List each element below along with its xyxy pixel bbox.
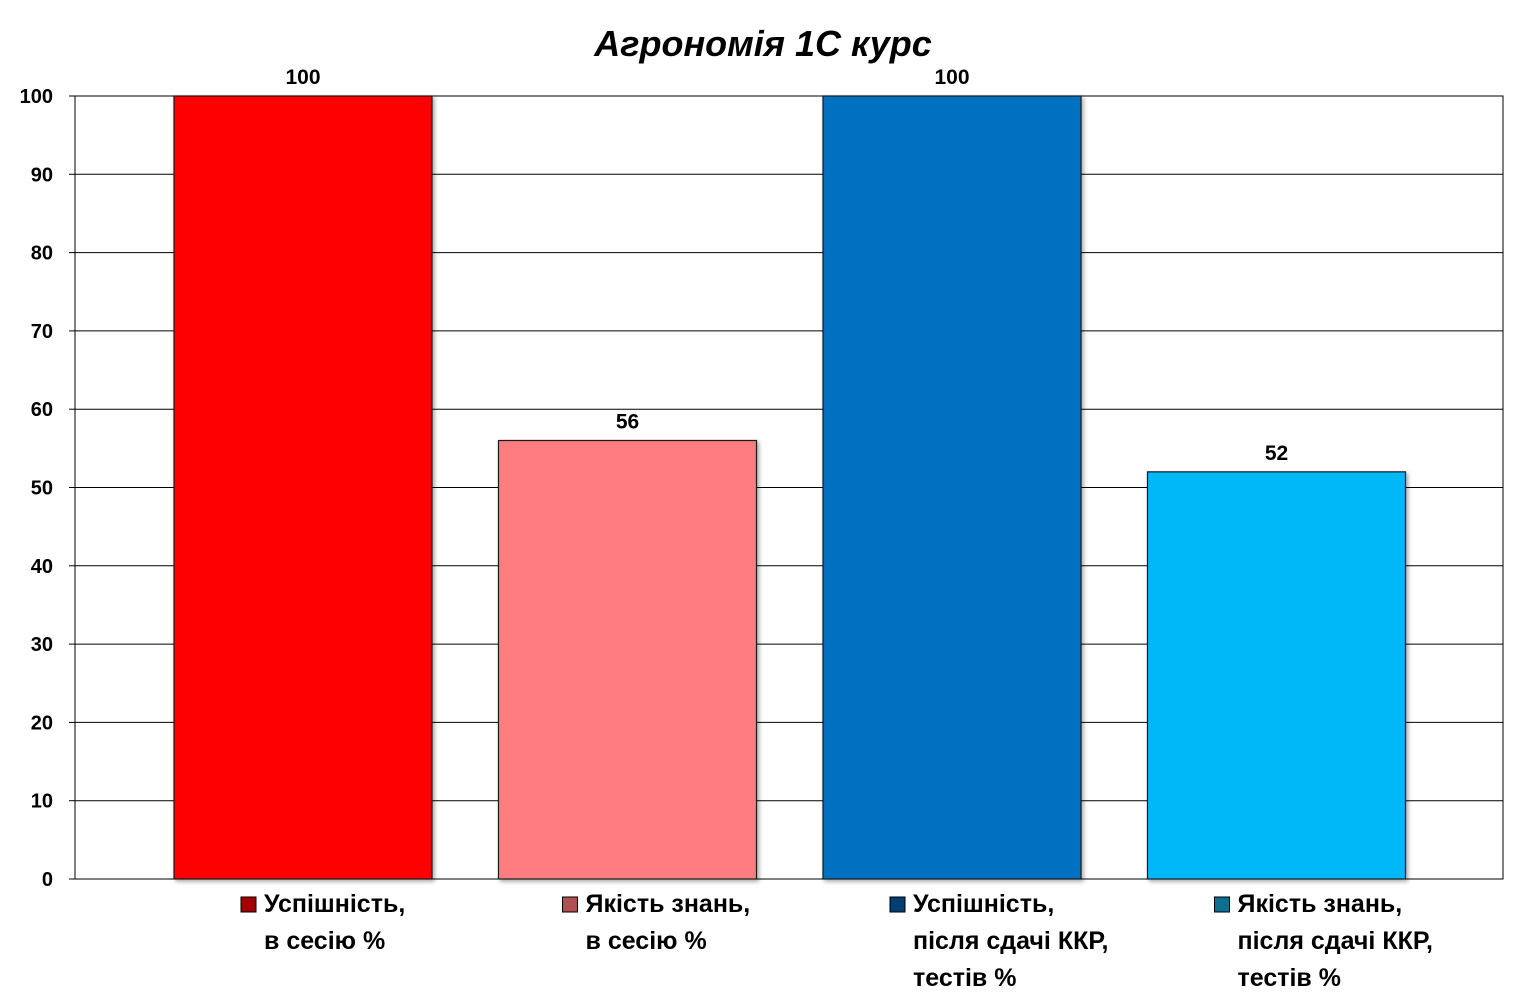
bar xyxy=(822,95,1082,880)
data-label: 100 xyxy=(285,66,320,89)
y-tick-label: 40 xyxy=(31,556,53,578)
bars xyxy=(173,95,1407,880)
legend-label: після сдачі ККР, xyxy=(1238,927,1434,955)
y-tick-label: 10 xyxy=(31,791,53,813)
legend-label: Якість знань, xyxy=(1238,890,1403,918)
legend-label: тестів % xyxy=(1238,964,1341,992)
data-labels: 100 56 100 52 xyxy=(285,66,1288,465)
legend-label: тестів % xyxy=(913,964,1016,992)
y-tick-label: 90 xyxy=(31,164,53,186)
legend-swatch xyxy=(1214,896,1230,913)
bar xyxy=(497,439,758,880)
y-tick-label: 80 xyxy=(31,243,53,265)
legend-label: в сесію % xyxy=(264,927,385,955)
data-label: 56 xyxy=(616,411,639,434)
y-tick-label: 50 xyxy=(31,478,53,500)
legend-label: Успішність, xyxy=(264,890,405,918)
y-tick-label: 0 xyxy=(42,869,53,891)
y-tick-label: 20 xyxy=(31,712,53,734)
legend-swatch xyxy=(240,896,257,913)
y-tick-label: 70 xyxy=(31,321,53,343)
legend-label: в сесію % xyxy=(586,927,707,955)
bar xyxy=(1146,471,1407,880)
data-label: 100 xyxy=(934,66,969,89)
legend-swatch xyxy=(889,896,906,913)
legend-label: Якість знань, xyxy=(586,890,751,918)
legend-label: після сдачі ККР, xyxy=(913,927,1109,955)
y-tick-label: 30 xyxy=(31,634,53,656)
y-tick-label: 60 xyxy=(31,399,53,421)
bar xyxy=(173,95,433,880)
y-tick-label: 100 xyxy=(20,86,53,108)
y-axis-ticks: 0 10 20 30 40 50 60 70 80 90 100 xyxy=(20,86,75,891)
legend-swatch xyxy=(562,896,578,913)
chart-title: Агрономія 1С курс xyxy=(593,23,932,64)
legend: Успішність, в сесію % Якість знань, в сесію… xyxy=(240,890,1434,992)
legend-label: Успішність, xyxy=(913,890,1054,918)
data-label: 52 xyxy=(1265,442,1288,465)
